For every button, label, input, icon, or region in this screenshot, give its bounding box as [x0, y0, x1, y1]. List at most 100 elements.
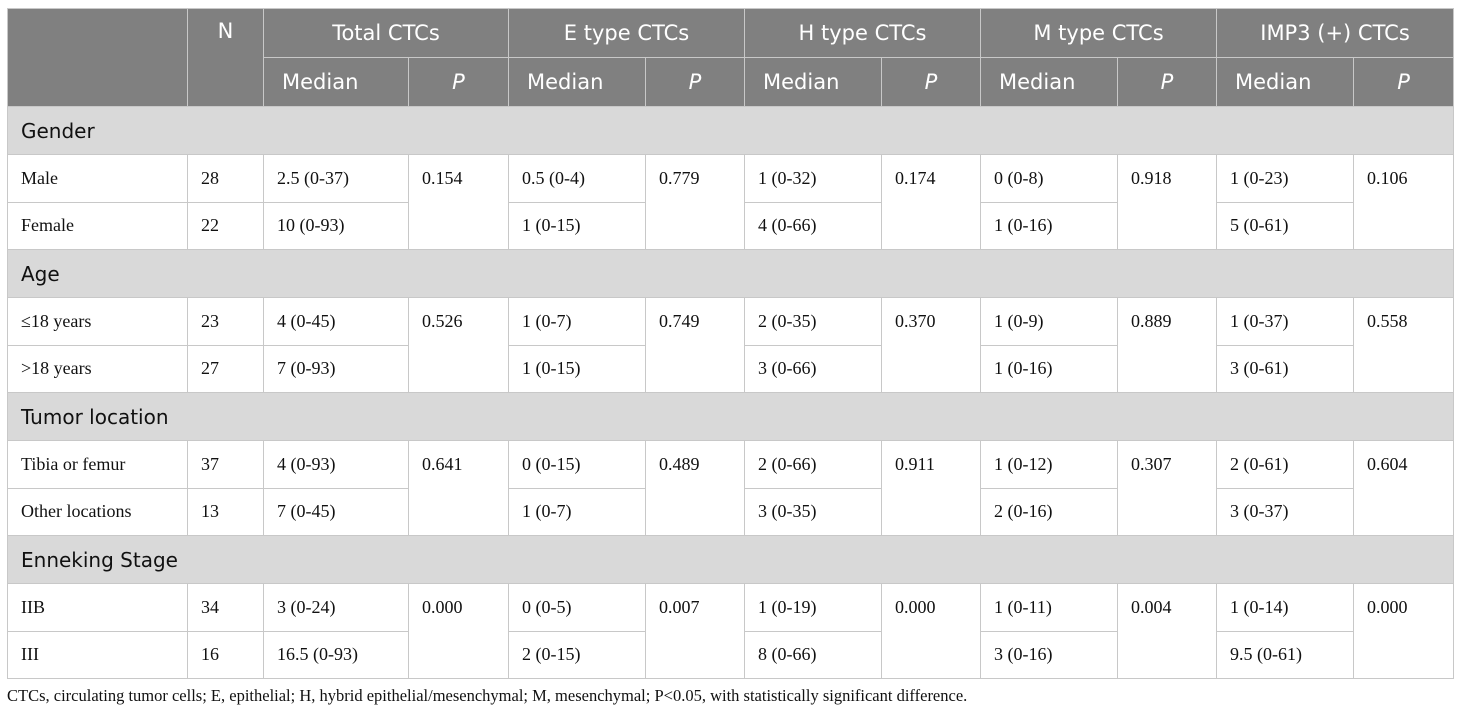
- e-p-cell: 0.007: [645, 583, 745, 679]
- header-imp3-ctcs: IMP3 (+) CTCs: [1216, 8, 1455, 58]
- section-title-enneking-stage: Enneking Stage: [6, 534, 1455, 585]
- header-m-type-ctcs: M type CTCs: [980, 8, 1218, 58]
- h-median-cell: 1 (0-19): [744, 583, 882, 632]
- section-title-tumor-location: Tumor location: [6, 391, 1455, 442]
- e-median-cell: 1 (0-15): [508, 201, 646, 250]
- imp3-median-cell: 1 (0-37): [1216, 297, 1355, 346]
- header-median: Median: [1216, 57, 1355, 107]
- table-row: Female 22 10 (0-93) 1 (0-15) 4 (0-66) 1 …: [7, 201, 1454, 250]
- row-label: Other locations: [7, 487, 188, 536]
- header-h-type-ctcs: H type CTCs: [743, 8, 982, 58]
- m-median-cell: 1 (0-12): [980, 440, 1119, 489]
- e-median-cell: 1 (0-7): [508, 297, 646, 346]
- header-p: P: [1117, 57, 1218, 107]
- n-cell: 22: [187, 201, 264, 250]
- total-p-cell: 0.526: [408, 297, 509, 393]
- m-median-cell: 2 (0-16): [980, 487, 1119, 536]
- row-label: IIB: [7, 583, 188, 632]
- section-title-age: Age: [6, 248, 1455, 299]
- table-row: Other locations 13 7 (0-45) 1 (0-7) 3 (0…: [7, 487, 1454, 536]
- table-row: >18 years 27 7 (0-93) 1 (0-15) 3 (0-66) …: [7, 344, 1454, 393]
- row-label: III: [7, 630, 188, 680]
- n-cell: 23: [187, 297, 264, 346]
- total-median-cell: 3 (0-24): [263, 583, 409, 632]
- imp3-median-cell: 1 (0-14): [1216, 583, 1355, 632]
- total-median-cell: 4 (0-45): [263, 297, 409, 346]
- ctc-table: N Total CTCs E type CTCs H type CTCs M t…: [6, 8, 1455, 680]
- h-p-cell: 0.000: [880, 583, 982, 679]
- e-median-cell: 1 (0-15): [508, 344, 646, 393]
- section-title-gender: Gender: [6, 105, 1455, 156]
- total-p-cell: 0.641: [408, 440, 509, 536]
- m-median-cell: 3 (0-16): [980, 630, 1119, 680]
- n-cell: 37: [187, 440, 264, 489]
- header-median: Median: [508, 57, 646, 107]
- table-row: Tibia or femur 37 4 (0-93) 0.641 0 (0-15…: [7, 440, 1455, 536]
- e-median-cell: 0 (0-15): [508, 440, 646, 489]
- imp3-median-cell: 3 (0-37): [1216, 487, 1355, 536]
- n-cell: 13: [187, 487, 264, 536]
- total-median-cell: 16.5 (0-93): [263, 630, 409, 680]
- header-total-ctcs: Total CTCs: [263, 8, 509, 58]
- row-label: Tibia or femur: [7, 440, 188, 489]
- imp3-median-cell: 3 (0-61): [1216, 344, 1355, 393]
- row-label: Male: [7, 154, 188, 203]
- table-header: N Total CTCs E type CTCs H type CTCs M t…: [7, 8, 1455, 107]
- total-median-cell: 10 (0-93): [263, 201, 409, 250]
- e-median-cell: 2 (0-15): [508, 630, 646, 680]
- imp3-median-cell: 9.5 (0-61): [1216, 630, 1355, 680]
- h-median-cell: 8 (0-66): [744, 630, 882, 680]
- h-p-cell: 0.174: [880, 154, 982, 250]
- n-cell: 28: [187, 154, 264, 203]
- e-median-cell: 1 (0-7): [508, 487, 646, 536]
- header-median: Median: [744, 57, 882, 107]
- table-row: III 16 16.5 (0-93) 2 (0-15) 8 (0-66) 3 (…: [7, 630, 1454, 680]
- n-cell: 16: [187, 630, 264, 680]
- m-median-cell: 1 (0-16): [980, 344, 1119, 393]
- m-p-cell: 0.004: [1117, 583, 1218, 679]
- n-cell: 34: [187, 583, 264, 632]
- header-p: P: [880, 57, 982, 107]
- table-footnote: CTCs, circulating tumor cells; E, epithe…: [7, 686, 968, 705]
- h-median-cell: 3 (0-66): [744, 344, 882, 393]
- imp3-p-cell: 0.106: [1353, 154, 1455, 250]
- m-median-cell: 1 (0-11): [980, 583, 1119, 632]
- h-median-cell: 2 (0-66): [744, 440, 882, 489]
- table-body: Gender Male 28 2.5 (0-37) 0.154 0.5 (0-4…: [6, 105, 1455, 680]
- m-p-cell: 0.918: [1117, 154, 1218, 250]
- header-empty-cell: [7, 8, 188, 107]
- h-median-cell: 2 (0-35): [744, 297, 882, 346]
- total-median-cell: 7 (0-45): [263, 487, 409, 536]
- imp3-median-cell: 5 (0-61): [1216, 201, 1355, 250]
- total-median-cell: 4 (0-93): [263, 440, 409, 489]
- n-cell: 27: [187, 344, 264, 393]
- header-p: P: [408, 57, 509, 107]
- table-row: ≤18 years 23 4 (0-45) 0.526 1 (0-7) 0.74…: [7, 297, 1455, 393]
- h-p-cell: 0.370: [880, 297, 982, 393]
- header-median: Median: [263, 57, 409, 107]
- header-p: P: [645, 57, 745, 107]
- m-median-cell: 0 (0-8): [980, 154, 1119, 203]
- e-p-cell: 0.749: [645, 297, 745, 393]
- row-label: >18 years: [7, 344, 188, 393]
- h-median-cell: 1 (0-32): [744, 154, 882, 203]
- imp3-p-cell: 0.000: [1353, 583, 1455, 679]
- total-median-cell: 2.5 (0-37): [263, 154, 409, 203]
- row-label: Female: [7, 201, 188, 250]
- imp3-median-cell: 1 (0-23): [1216, 154, 1355, 203]
- header-n: N: [187, 8, 264, 107]
- m-median-cell: 1 (0-9): [980, 297, 1119, 346]
- header-e-type-ctcs: E type CTCs: [508, 8, 745, 58]
- h-median-cell: 3 (0-35): [744, 487, 882, 536]
- e-median-cell: 0 (0-5): [508, 583, 646, 632]
- imp3-p-cell: 0.604: [1353, 440, 1455, 536]
- m-median-cell: 1 (0-16): [980, 201, 1119, 250]
- table-row: Male 28 2.5 (0-37) 0.154 0.5 (0-4) 0.779…: [7, 154, 1455, 250]
- table-row: IIB 34 3 (0-24) 0.000 0 (0-5) 0.007 1 (0…: [7, 583, 1455, 679]
- imp3-median-cell: 2 (0-61): [1216, 440, 1355, 489]
- e-p-cell: 0.779: [645, 154, 745, 250]
- row-label: ≤18 years: [7, 297, 188, 346]
- e-p-cell: 0.489: [645, 440, 745, 536]
- total-median-cell: 7 (0-93): [263, 344, 409, 393]
- e-median-cell: 0.5 (0-4): [508, 154, 646, 203]
